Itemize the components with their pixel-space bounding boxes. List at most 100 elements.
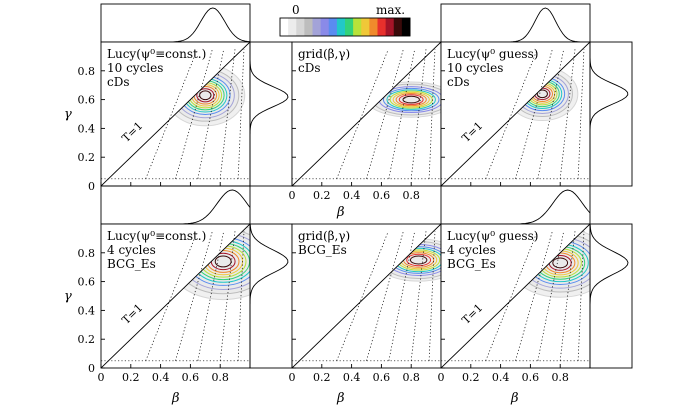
density-contour: [196, 88, 215, 103]
colorbar-swatch: [312, 18, 322, 36]
iso-temperature-curve: [559, 49, 576, 179]
mid-marginal-right: [440, 185, 591, 225]
panel-label-line: 10 cycles: [107, 61, 163, 75]
iso-temperature-curve: [428, 231, 436, 361]
iso-temperature-curve: [219, 231, 236, 361]
axis-labels: γ γ β β β β: [64, 107, 519, 406]
colorbar-swatch: [296, 18, 305, 36]
x-axis-label-bottom-left: β: [171, 391, 180, 406]
iso-temperature-curve: [410, 231, 427, 361]
iso-temperature-curve: [410, 49, 427, 179]
panel-label-line: BCG_Es: [107, 257, 156, 271]
panel-frame: [100, 41, 251, 187]
colorbar-min-label: 0: [292, 3, 300, 17]
colorbar-swatch: [345, 18, 354, 36]
top-marginal-right: [440, 3, 591, 43]
diagonal-line: [101, 224, 250, 368]
colorbar-max-label: max.: [376, 3, 405, 17]
colorbar-swatch: [393, 18, 403, 36]
colorbar-swatch: [336, 18, 346, 36]
density-contour: [402, 95, 420, 104]
x-tick-label: 0.4: [492, 371, 510, 384]
x-axis-label-bottom-right: β: [510, 391, 519, 406]
colorbar-swatch: [280, 18, 289, 36]
density-contour: [536, 89, 548, 99]
colorbar-swatch: [377, 18, 387, 36]
x-tick-label: 0.8: [211, 371, 229, 384]
side-marginal-top-left: [249, 41, 293, 187]
diagonal-line: [101, 42, 250, 186]
iso-temperature-curve: [175, 49, 213, 179]
x-tick-label: 0: [98, 371, 105, 384]
panel-label-line: 4 cycles: [107, 243, 156, 257]
y-tick-label: 0.8: [78, 65, 96, 78]
x-tick-label: 0.2: [313, 371, 331, 384]
density-contour: [382, 87, 440, 112]
side-marginal-bot-right: [589, 223, 633, 369]
panel-frame: [440, 223, 591, 369]
y-axis-label-bottom: γ: [64, 289, 72, 304]
x-tick-label: 0.2: [462, 371, 480, 384]
x-tick-label: 0.8: [551, 371, 569, 384]
iso-temperature-curve: [336, 49, 389, 179]
panel-label-line: 10 cycles: [447, 61, 503, 75]
x-tick-label: 0: [438, 371, 445, 384]
beta-marginal-curve-left: [101, 7, 251, 43]
colorbar-swatch: [328, 18, 338, 36]
panel-bot-right: 0 0.2 0.4 0.6 0.8 Lucy(ψ⁰ guess)4 cyclesBCG_E…: [438, 223, 591, 384]
panel-label-line: Lucy(ψ⁰≡const.): [107, 229, 206, 243]
y-axis-label-top: γ: [64, 107, 72, 122]
panel-top-left: 0 0.2 0.4 0.6 0.8 Lucy(ψ⁰≡const.)10 cyclescDs…: [78, 41, 251, 193]
gamma-marginal-curve-bot-left: [249, 223, 289, 368]
x-tick-label: 0.4: [343, 189, 361, 202]
side-marginal-top-right: [589, 41, 633, 187]
y-tick-label: 0.8: [78, 247, 96, 260]
x-tick-label: 0.6: [182, 371, 200, 384]
diagonal-line: [292, 42, 441, 186]
panel-label-line: cDs: [447, 75, 470, 89]
iso-temperature-curve: [336, 231, 389, 361]
colorbar-swatch: [369, 18, 378, 36]
panel-label-line: Lucy(ψ⁰ guess): [447, 229, 538, 243]
side-marginal-bot-left: [249, 223, 293, 369]
iso-temperature-curve: [237, 231, 245, 361]
colorbar-swatch: [361, 18, 370, 36]
density-contour: [552, 257, 569, 269]
top-marginal-left: [100, 3, 251, 43]
panel-bot-center: 0 0.2 0.4 0.6 0.8 grid(β,γ)BCG_Es: [289, 223, 442, 384]
iso-temperature-curve: [366, 49, 404, 179]
density-contour: [214, 255, 232, 268]
panel-label-line: grid(β,γ): [298, 47, 350, 61]
x-tick-label: 0.8: [402, 189, 420, 202]
iso-temperature-curve: [428, 49, 436, 179]
x-tick-label: 0.2: [122, 371, 140, 384]
colorbar-swatch: [320, 18, 330, 36]
iso-temperature-curve: [515, 49, 553, 179]
beta-marginal-curve-mid-left: [101, 189, 251, 225]
diagonal-line: [441, 42, 590, 186]
diagonal-line: [292, 224, 441, 368]
y-tick-label: 0.6: [78, 276, 96, 289]
x-tick-label: 0.6: [373, 189, 391, 202]
colorbar-frame: [279, 17, 411, 37]
x-axis-label-bottom-center: β: [336, 391, 345, 406]
density-contour: [406, 253, 432, 267]
density-contour: [409, 255, 428, 265]
iso-temperature-curve: [145, 231, 198, 361]
iso-temperature-curve: [366, 231, 404, 361]
diagonal-line: [441, 224, 590, 368]
beta-marginal-curve-right: [441, 7, 590, 43]
y-tick-label: 0.2: [78, 333, 96, 346]
density-contour: [392, 91, 430, 108]
x-tick-label: 0.2: [313, 189, 331, 202]
y-tick-label: 0: [88, 362, 95, 375]
panel-frame: [100, 223, 251, 369]
panel-label-line: cDs: [107, 75, 130, 89]
colorbar-swatch: [353, 18, 362, 36]
panel-bot-left: 0 0.2 0.4 0.6 0.8 0 0.2 0.4 0.6 0.8 Lucy(ψ⁰≡const.…: [78, 223, 251, 384]
iso-temperature-curve: [485, 231, 538, 361]
x-tick-label: 0: [289, 371, 296, 384]
iso-temperature-curve: [237, 49, 245, 179]
